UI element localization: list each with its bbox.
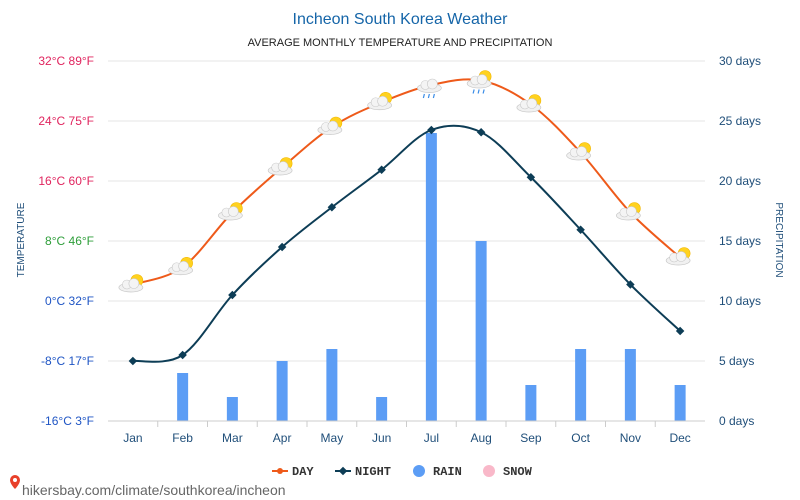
left-tick-label: 8°C 46°F xyxy=(45,234,94,248)
rain-bar xyxy=(177,373,189,421)
legend-item-snow: SNOW xyxy=(483,465,533,479)
left-tick-label: 0°C 32°F xyxy=(45,294,94,308)
legend-label: DAY xyxy=(292,465,314,479)
right-tick-label: 20 days xyxy=(719,174,761,188)
rain-bar xyxy=(475,241,487,421)
night-point xyxy=(675,326,685,336)
legend-label: RAIN xyxy=(433,465,462,479)
rain-bar xyxy=(376,397,388,421)
footer[interactable]: hikersbay.com/climate/southkorea/incheon xyxy=(10,475,286,498)
sun-rain-cloud-icon xyxy=(466,70,492,94)
left-tick-label: 32°C 89°F xyxy=(38,54,94,68)
rain-bar xyxy=(276,361,288,421)
night-point xyxy=(377,165,386,174)
night-point xyxy=(626,280,635,289)
rain-bar xyxy=(624,349,636,421)
sun-cloud-icon xyxy=(665,247,691,266)
chart-subtitle: AVERAGE MONTHLY TEMPERATURE AND PRECIPIT… xyxy=(248,37,553,49)
rain-bars xyxy=(177,133,686,421)
night-line xyxy=(132,124,681,363)
left-tick-label: 16°C 60°F xyxy=(38,174,94,188)
footer-link[interactable]: hikersbay.com/climate/southkorea/incheon xyxy=(22,482,286,498)
rain-bar xyxy=(525,385,537,421)
right-tick-label: 30 days xyxy=(719,54,761,68)
x-tick-label: Sep xyxy=(520,431,542,445)
sun-cloud-icon xyxy=(616,202,641,221)
night-point xyxy=(277,242,287,252)
rain-bar xyxy=(674,385,686,421)
sun-cloud-icon xyxy=(118,274,144,293)
location-pin-icon xyxy=(10,475,20,489)
x-tick-label: May xyxy=(321,431,344,445)
x-tick-label: Jun xyxy=(372,431,391,445)
sun-cloud-icon xyxy=(317,116,343,135)
night-point xyxy=(427,125,436,135)
grid-lines xyxy=(108,60,705,422)
rain-bar xyxy=(326,349,338,421)
rain-bar xyxy=(425,133,437,421)
x-tick-label: Nov xyxy=(620,431,641,445)
right-tick-label: 25 days xyxy=(719,114,761,128)
night-point xyxy=(228,290,237,300)
x-tick-label: Jan xyxy=(123,431,142,445)
rain-bar xyxy=(226,397,238,421)
chart-title: Incheon South Korea Weather xyxy=(293,11,509,28)
legend-item-day: DAY xyxy=(272,465,314,479)
x-tick-label: Feb xyxy=(172,431,193,445)
sun-cloud-icon xyxy=(218,202,243,221)
sun-cloud-icon xyxy=(168,256,193,276)
rain-bar xyxy=(575,349,587,421)
left-tick-label: 24°C 75°F xyxy=(38,114,94,128)
sun-cloud-icon xyxy=(267,157,293,176)
right-axis-label: PRECIPITATION xyxy=(773,202,784,277)
left-axis-label: TEMPERATURE xyxy=(16,202,27,277)
legend-label: SNOW xyxy=(503,465,533,479)
x-tick-label: Apr xyxy=(273,431,292,445)
temperature-lines xyxy=(128,78,685,366)
legend: DAY NIGHT RAIN SNOW xyxy=(272,465,533,479)
night-point xyxy=(128,356,138,366)
sun-cloud-icon xyxy=(566,142,591,161)
sun-cloud-icon xyxy=(367,91,392,111)
night-point xyxy=(178,350,187,360)
left-tick-label: -16°C 3°F xyxy=(41,414,94,428)
night-point xyxy=(476,128,486,137)
right-tick-label: 5 days xyxy=(719,354,754,368)
legend-item-night: NIGHT xyxy=(335,465,391,479)
x-tick-label: Mar xyxy=(222,431,243,445)
sun-cloud-icon xyxy=(516,94,542,113)
day-line xyxy=(132,78,681,286)
rain-cloud-icon xyxy=(417,78,442,99)
legend-item-rain: RAIN xyxy=(413,465,462,479)
right-tick-label: 0 days xyxy=(719,414,754,428)
x-tick-label: Dec xyxy=(669,431,690,445)
night-point xyxy=(327,203,337,212)
x-tick-label: Aug xyxy=(470,431,491,445)
right-tick-label: 10 days xyxy=(719,294,761,308)
x-tick-label: Jul xyxy=(424,431,439,445)
legend-label: NIGHT xyxy=(355,465,391,479)
axes: 32°C 89°F 24°C 75°F 16°C 60°F 8°C 46°F 0°C 3… xyxy=(38,54,761,445)
weather-icons xyxy=(118,70,691,293)
left-tick-label: -8°C 17°F xyxy=(41,354,94,368)
x-tick-label: Oct xyxy=(571,431,590,445)
right-tick-label: 15 days xyxy=(719,234,761,248)
